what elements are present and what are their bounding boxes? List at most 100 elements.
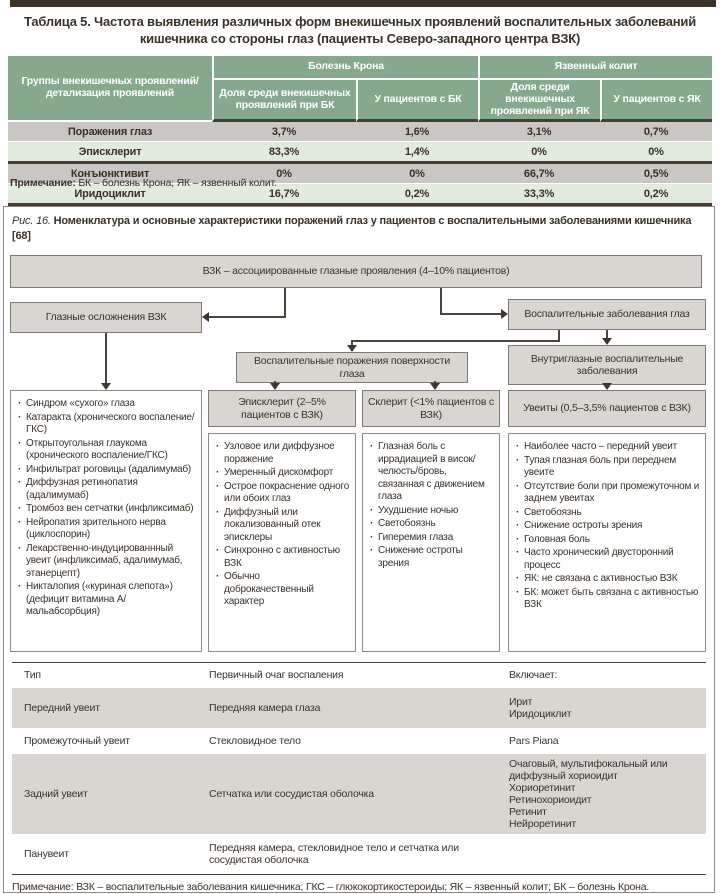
arrowhead	[202, 312, 209, 322]
cell: 0,2%	[600, 184, 713, 207]
connector	[351, 340, 560, 342]
uveitis-includes: Pars Piana	[509, 735, 706, 747]
includes-line: Ретинохориоидит	[509, 794, 592, 807]
uveitis-type: Задний увеит	[24, 788, 88, 801]
footnote-rule	[12, 874, 706, 876]
connector	[105, 333, 107, 384]
list-item: Головная боль	[516, 534, 701, 547]
cell: 16,7%	[212, 184, 356, 207]
arrowhead	[501, 309, 508, 319]
list-item: Умеренный дискомфорт	[216, 467, 351, 480]
note-label: Примечание:	[10, 177, 76, 189]
connector	[434, 381, 436, 384]
subheader-share-uc: Доля среди внекишечных проявлений при ЯК	[478, 80, 601, 123]
uveitis-type: Передний увеит	[24, 701, 100, 714]
list-item: Обычно доброкачественный характер	[216, 571, 351, 609]
row-label: Иридоциклит	[8, 184, 212, 207]
table-row: Задний увеит Сетчатка или сосудистая обо…	[12, 754, 706, 835]
uveitis-includes: Очаговый, мультифокальный или диффузный …	[509, 758, 706, 830]
header-includes: Включает:	[509, 669, 558, 682]
uveitis-list: Наиболее часто – передний увеит Тупая гл…	[516, 441, 701, 612]
connector	[440, 288, 442, 315]
cell: 3,1%	[478, 122, 601, 143]
cell: 1,6%	[356, 122, 479, 143]
right-branch-node: Воспалительные заболевания глаз	[508, 299, 706, 330]
cell: 1,4%	[356, 142, 479, 165]
includes-line: Pars Piana	[509, 734, 559, 747]
episcleritis-list: Узловое или диффузное поражение Умеренны…	[216, 441, 351, 609]
uveitis-type-table: Тип Первичный очаг воспаления Включает: …	[12, 662, 706, 876]
list-item: Синхронно с активностью ВЗК	[216, 545, 351, 570]
list-item: Узловое или диффузное поражение	[216, 441, 351, 466]
intraocular-node: Внутриглазные воспалительные заболевания	[508, 345, 706, 385]
uveitis-site: Передняя камера, стекловидное тело и сет…	[209, 842, 459, 867]
list-item: Диффузный или локализованный отек эпискл…	[216, 507, 351, 545]
list-item: Острое покраснение одного или обоих глаз	[216, 481, 351, 506]
scleritis-header-node: Склерит (<1% пациентов с ВЗК)	[362, 390, 500, 427]
list-item: Светобоязнь	[370, 518, 495, 531]
table-row: Панувеит Передняя камера, стекловидное т…	[12, 834, 706, 874]
table5-note: Примечание: БК – болезнь Крона; ЯК – язв…	[10, 177, 277, 189]
list-item: Открытоугольная глаукома (хронического в…	[18, 438, 197, 463]
list-item: Отсутствие боли при промежуточном и задн…	[516, 481, 701, 506]
list-item: Диффузная ретинопатия (адалимумаб)	[18, 477, 197, 502]
arrowhead	[602, 338, 612, 345]
list-item: БК: может быть связана с активностью ВЗК	[516, 587, 701, 612]
uveitis-table-header: Тип Первичный очаг воспаления Включает:	[12, 662, 706, 688]
table-row: Поражения глаз 3,7% 1,6% 3,1% 0,7%	[8, 122, 713, 143]
figure-footnote: Примечание: ВЗК – воспалительные заболев…	[12, 881, 650, 893]
connector	[606, 330, 608, 340]
row-label: Конъюнктивит	[8, 164, 212, 185]
list-item: Лекарственно-индуцированнный увеит (инфл…	[18, 543, 197, 581]
list-item: Синдром «сухого» глаза	[18, 398, 197, 411]
cell: 33,3%	[478, 184, 601, 207]
subheader-patients-crohn: У пациентов с БК	[356, 80, 479, 123]
table5: Группы внекишечных проявлений/ детализац…	[8, 56, 713, 207]
table5-title: Таблица 5. Частота выявления различных ф…	[23, 14, 697, 47]
list-item: Инфильтрат роговицы (адалимумаб)	[18, 464, 197, 477]
cell: 0%	[212, 164, 356, 185]
surface-inflammation-node: Воспалительные поражения поверхности гла…	[236, 352, 468, 383]
complications-list-box: Синдром «сухого» глаза Катаракта (хронич…	[10, 390, 202, 652]
includes-line: Ретинит	[509, 806, 547, 819]
uveitis-site: Стекловидное тело	[209, 734, 301, 747]
subheader-share-crohn: Доля среди внекишечных проявлений при БК	[212, 80, 356, 123]
list-item: Гиперемия глаза	[370, 532, 495, 545]
arrowhead	[101, 383, 111, 390]
connector	[209, 316, 286, 318]
arrowhead	[270, 383, 280, 390]
page-top-rule	[10, 0, 716, 7]
connector	[558, 330, 560, 342]
arrowhead	[347, 345, 357, 352]
uveitis-header-node: Увеиты (0,5–3,5% пациентов с ВЗК)	[508, 390, 706, 427]
uveitis-type: Панувеит	[24, 848, 69, 861]
figure-caption: Рис. 16. Номенклатура и основные характе…	[12, 214, 706, 244]
cell: 83,3%	[212, 142, 356, 165]
list-item: Глазная боль с иррадиацией в висок/челюс…	[370, 441, 495, 504]
figure-16-box: Рис. 16. Номенклатура и основные характе…	[3, 206, 715, 893]
table-row: Промежуточный увеит Стекловидное тело Pa…	[12, 728, 706, 754]
uveitis-type: Промежуточный увеит	[24, 734, 130, 747]
left-branch-node: Глазные осложнения ВЗК	[10, 302, 202, 333]
cell: 66,7%	[478, 164, 601, 185]
connector	[440, 313, 501, 315]
root-node: ВЗК – ассоциированные глазные проявления…	[10, 255, 702, 288]
note-text: БК – болезнь Крона; ЯК – язвенный колит.	[75, 177, 277, 189]
scleritis-list: Глазная боль с иррадиацией в висок/челюс…	[370, 441, 495, 570]
uveitis-site: Передняя камера глаза	[209, 701, 321, 714]
header-type: Тип	[24, 669, 41, 682]
cell: 0%	[600, 142, 713, 165]
cell: 3,7%	[212, 122, 356, 143]
table-row: Передний увеит Передняя камера глаза Ири…	[12, 688, 706, 728]
includes-line: Очаговый, мультифокальный или диффузный …	[509, 758, 668, 783]
group-header-uc: Язвенный колит	[478, 56, 713, 80]
subheader-patients-uc: У пациентов с ЯК	[600, 80, 713, 123]
col-group-header: Группы внекишечных проявлений/ детализац…	[8, 56, 212, 123]
list-item: Никталопия («куриная слепота») (дефицит …	[18, 581, 197, 619]
arrowhead	[602, 383, 612, 390]
list-item: Часто хронический двусторонний процесс	[516, 547, 701, 572]
list-item: Нейропатия зрительного нерва (циклоспори…	[18, 517, 197, 542]
episcleritis-header-node: Эписклерит (2–5% пациентов с ВЗК)	[208, 390, 356, 427]
list-item: Ухудшение ночью	[370, 505, 495, 518]
